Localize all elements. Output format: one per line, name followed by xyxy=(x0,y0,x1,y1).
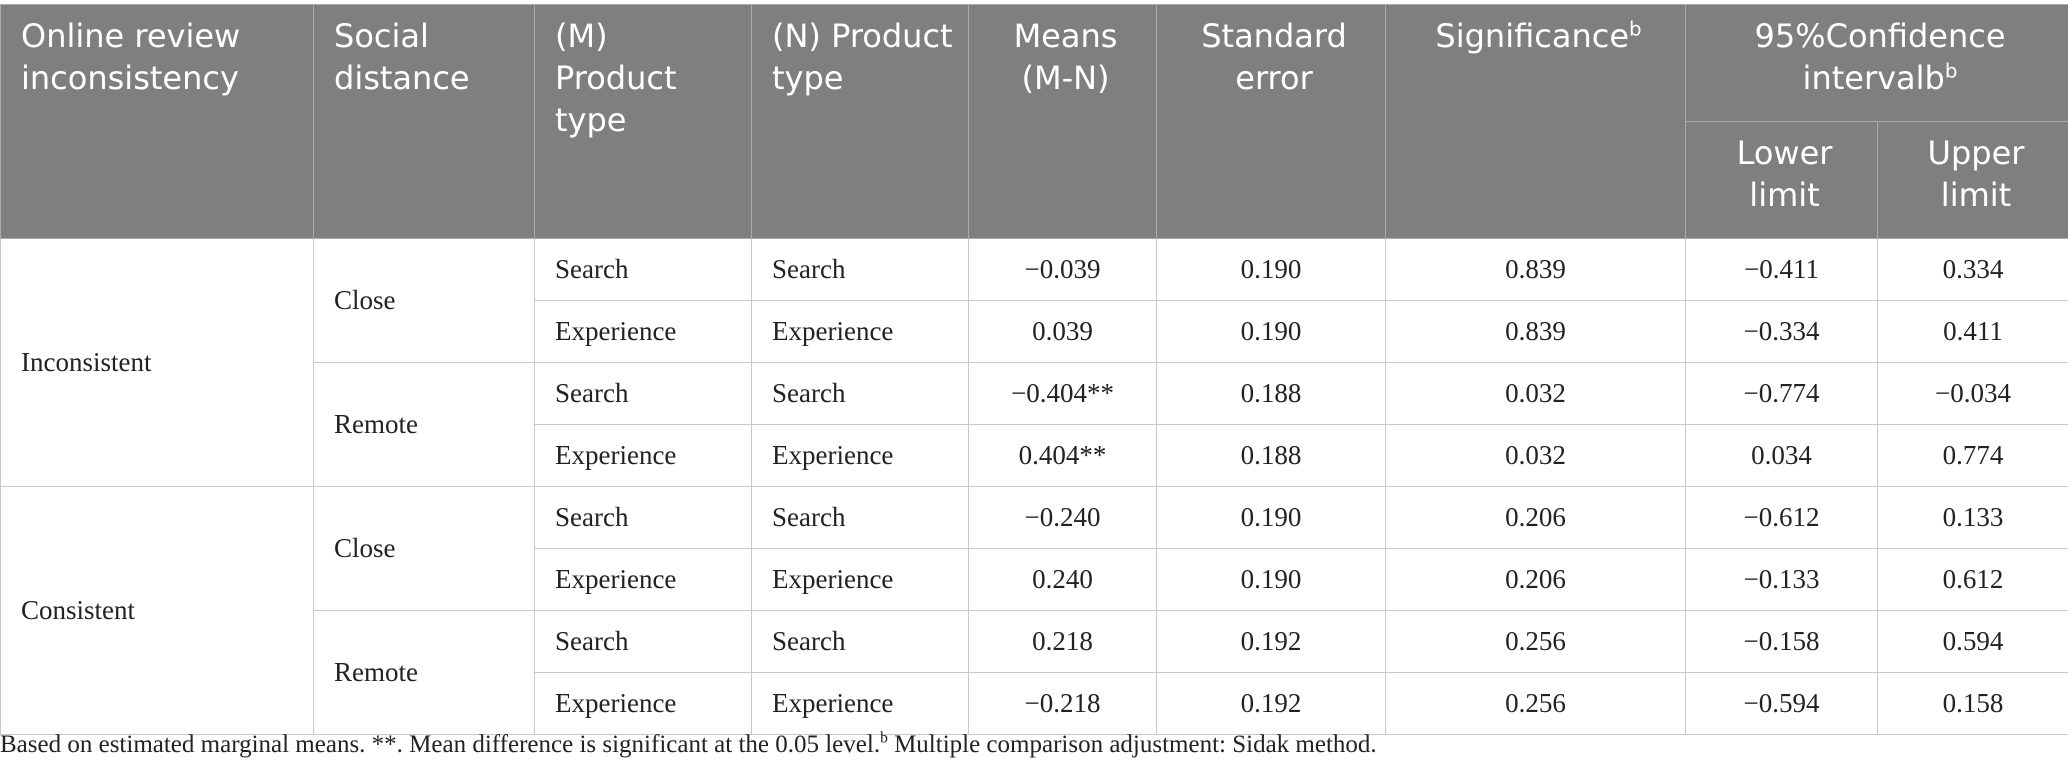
footnote-mark: b xyxy=(880,729,888,747)
lower-limit-cell: −0.334 xyxy=(1685,300,1878,363)
significance-cell: 0.256 xyxy=(1385,672,1686,735)
footnote-text: Based on estimated marginal means. **. M… xyxy=(0,731,881,758)
product-type-m-cell: Experience xyxy=(534,672,752,735)
table-body: Inconsistent Close Search Search −0.039 0.190… xyxy=(0,238,2068,735)
standard-error-cell: 0.190 xyxy=(1156,548,1386,611)
upper-limit-cell: 0.133 xyxy=(1877,486,2068,549)
significance-cell: 0.206 xyxy=(1385,548,1686,611)
table-row: Remote Search Search 0.218 0.192 0.256 −0.158 0… xyxy=(1,610,2068,735)
standard-error-cell: 0.190 xyxy=(1156,238,1386,301)
header-product-type-n: (N) Product type xyxy=(751,4,969,239)
means-cell: 0.039 xyxy=(968,300,1157,363)
significance-cell: 0.206 xyxy=(1385,486,1686,549)
header-confidence-interval-label: 95%Confidence intervalb xyxy=(1754,17,2006,97)
product-type-m-cell: Search xyxy=(534,486,752,549)
standard-error-cell: 0.190 xyxy=(1156,300,1386,363)
product-type-n-cell: Experience xyxy=(751,300,969,363)
header-confidence-interval: 95%Confidence intervalbb xyxy=(1685,4,2068,122)
inconsistency-cell: Consistent xyxy=(0,486,314,735)
standard-error-cell: 0.190 xyxy=(1156,486,1386,549)
means-cell: 0.240 xyxy=(968,548,1157,611)
table-row: Inconsistent Close Search Search −0.039 0.190… xyxy=(0,238,2068,487)
upper-limit-cell: 0.334 xyxy=(1877,238,2068,301)
social-distance-cell: Close xyxy=(313,486,535,611)
product-type-m-cell: Experience xyxy=(534,548,752,611)
means-cell: 0.404** xyxy=(968,424,1157,487)
significance-cell: 0.032 xyxy=(1385,424,1686,487)
header-ci-footnote-mark: b xyxy=(1944,59,1958,83)
product-type-m-cell: Search xyxy=(534,362,752,425)
inconsistency-cell: Inconsistent xyxy=(0,238,314,487)
product-type-m-cell: Search xyxy=(534,610,752,673)
upper-limit-cell: −0.034 xyxy=(1877,362,2068,425)
lower-limit-cell: −0.774 xyxy=(1685,362,1878,425)
social-distance-cell: Remote xyxy=(313,610,535,735)
product-type-n-cell: Experience xyxy=(751,548,969,611)
standard-error-cell: 0.192 xyxy=(1156,610,1386,673)
header-significance-footnote-mark: b xyxy=(1629,17,1642,41)
lower-limit-cell: −0.612 xyxy=(1685,486,1878,549)
table-row: Experience Experience −0.218 0.192 0.256 −0.5… xyxy=(1,672,2068,735)
upper-limit-cell: 0.774 xyxy=(1877,424,2068,487)
significance-cell: 0.839 xyxy=(1385,300,1686,363)
significance-cell: 0.032 xyxy=(1385,362,1686,425)
lower-limit-cell: −0.133 xyxy=(1685,548,1878,611)
header-social-distance: Social distance xyxy=(313,4,535,239)
header-significance: Significanceb xyxy=(1385,4,1686,239)
significance-cell: 0.839 xyxy=(1385,238,1686,301)
upper-limit-cell: 0.594 xyxy=(1877,610,2068,673)
header-significance-label: Significance xyxy=(1435,17,1629,55)
standard-error-cell: 0.192 xyxy=(1156,672,1386,735)
upper-limit-cell: 0.411 xyxy=(1877,300,2068,363)
table-header: Online review inconsistency Social dista… xyxy=(0,4,2068,239)
lower-limit-cell: −0.158 xyxy=(1685,610,1878,673)
product-type-n-cell: Search xyxy=(751,362,969,425)
means-cell: −0.404** xyxy=(968,362,1157,425)
upper-limit-cell: 0.612 xyxy=(1877,548,2068,611)
lower-limit-cell: −0.411 xyxy=(1685,238,1878,301)
header-inconsistency: Online review inconsistency xyxy=(0,4,314,239)
table-row: Experience Experience 0.240 0.190 0.206 −0.13… xyxy=(1,548,2068,611)
header-lower-limit: Lower limit xyxy=(1685,121,1878,239)
lower-limit-cell: −0.594 xyxy=(1685,672,1878,735)
means-cell: −0.240 xyxy=(968,486,1157,549)
standard-error-cell: 0.188 xyxy=(1156,424,1386,487)
product-type-m-cell: Experience xyxy=(534,300,752,363)
product-type-m-cell: Search xyxy=(534,238,752,301)
product-type-n-cell: Search xyxy=(751,610,969,673)
means-cell: −0.039 xyxy=(968,238,1157,301)
header-standard-error: Standard error xyxy=(1156,4,1386,239)
product-type-n-cell: Experience xyxy=(751,424,969,487)
table-footnote: Based on estimated marginal means. **. M… xyxy=(0,729,2060,759)
table-row: Experience Experience 0.404** 0.188 0.032 0.0… xyxy=(1,424,2068,487)
product-type-m-cell: Experience xyxy=(534,424,752,487)
means-cell: 0.218 xyxy=(968,610,1157,673)
lower-limit-cell: 0.034 xyxy=(1685,424,1878,487)
comparison-table: Online review inconsistency Social dista… xyxy=(0,4,2068,735)
table-row: Remote Search Search −0.404** 0.188 0.032 −0.7… xyxy=(1,362,2068,487)
product-type-n-cell: Search xyxy=(751,486,969,549)
social-distance-cell: Remote xyxy=(313,362,535,487)
significance-cell: 0.256 xyxy=(1385,610,1686,673)
table-row: Consistent Close Search Search −0.240 0.190 0.… xyxy=(0,486,2068,735)
header-means: Means (M-N) xyxy=(968,4,1157,239)
standard-error-cell: 0.188 xyxy=(1156,362,1386,425)
product-type-n-cell: Search xyxy=(751,238,969,301)
social-distance-cell: Close xyxy=(313,238,535,363)
means-cell: −0.218 xyxy=(968,672,1157,735)
footnote-text-method: Multiple comparison adjustment: Sidak me… xyxy=(887,731,1377,758)
header-upper-limit: Upper limit xyxy=(1877,121,2068,239)
product-type-n-cell: Experience xyxy=(751,672,969,735)
upper-limit-cell: 0.158 xyxy=(1877,672,2068,735)
header-product-type-m: (M) Product type xyxy=(534,4,752,239)
